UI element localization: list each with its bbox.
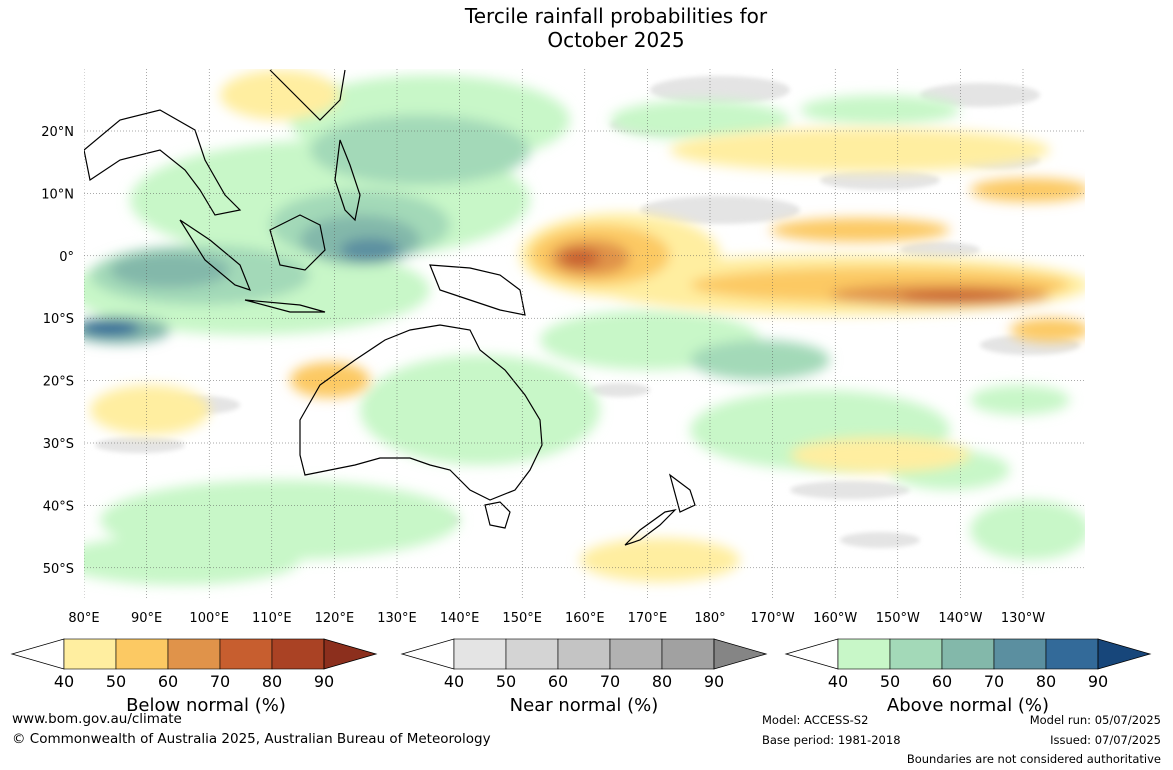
lon-label: 90°E xyxy=(131,611,162,626)
colorbar-segment xyxy=(63,638,117,670)
lon-label: 80°E xyxy=(68,611,99,626)
colorbar-segment xyxy=(609,638,663,670)
colorbar-tick-label: 60 xyxy=(548,672,568,691)
footer-disclaimer: Boundaries are not considered authoritat… xyxy=(906,752,1161,766)
title-line-1: Tercile rainfall probabilities for xyxy=(464,4,768,28)
lon-label: 140°E xyxy=(440,611,480,626)
above-normal-patches xyxy=(84,75,1085,585)
colorbar-tick-label: 70 xyxy=(984,672,1004,691)
colorbar-tick-label: 40 xyxy=(828,672,848,691)
footer-url: www.bom.gov.au/climate xyxy=(12,711,182,727)
colorbar-1: 40 50 60 70 80 90 xyxy=(400,638,768,691)
footer-model-run: Model run: 05/07/2025 xyxy=(1029,713,1161,727)
lon-label: 130°E xyxy=(377,611,417,626)
lon-label: 150°E xyxy=(502,611,542,626)
colorbar-segment xyxy=(941,638,995,670)
colorbar-tick-label: 80 xyxy=(262,672,282,691)
lat-label: 30°S xyxy=(43,437,74,452)
colorbars: 40 50 60 70 80 90 40 50 60 70 80 90 40 50 60 70 80 90 xyxy=(10,638,1152,691)
latitude-labels: 20°N 10°N 0° 10°S 20°S 30°S 40°S 50°S xyxy=(41,125,74,577)
colorbar-segment xyxy=(557,638,611,670)
colorbar-segment xyxy=(115,638,169,670)
colorbar-0: 40 50 60 70 80 90 xyxy=(10,638,378,691)
lon-label: 100°E xyxy=(189,611,229,626)
lon-label: 160°W xyxy=(813,611,857,626)
colorbar-segment xyxy=(505,638,559,670)
colorbar-tick-label: 90 xyxy=(704,672,724,691)
lon-label: 110°E xyxy=(252,611,292,626)
lon-label: 170°W xyxy=(751,611,795,626)
lon-label: 180° xyxy=(694,611,725,626)
colorbar-label-above: Above normal (%) xyxy=(886,695,1050,716)
colorbar-min-triangle xyxy=(784,638,839,670)
colorbar-tick-label: 80 xyxy=(1036,672,1056,691)
colorbar-label-below: Below normal (%) xyxy=(126,695,286,716)
colorbar-tick-label: 70 xyxy=(600,672,620,691)
lat-label: 20°S xyxy=(43,375,74,390)
longitude-labels: 80°E 90°E 100°E 110°E 120°E 130°E 140°E 150°E 16… xyxy=(68,611,1045,626)
colorbar-max-triangle xyxy=(713,638,768,670)
footer-model: Model: ACCESS-S2 xyxy=(762,713,869,727)
australia-outline xyxy=(299,324,543,501)
java-outline xyxy=(244,299,326,313)
lat-label: 10°N xyxy=(41,187,74,202)
colorbar-segment xyxy=(167,638,221,670)
colorbar-segment xyxy=(453,638,507,670)
gridlines xyxy=(84,69,1085,600)
colorbar-tick-label: 90 xyxy=(1088,672,1108,691)
footer-issued: Issued: 07/07/2025 xyxy=(1050,733,1161,747)
lon-label: 120°E xyxy=(315,611,355,626)
lon-label: 160°E xyxy=(565,611,605,626)
footer-copyright: © Commonwealth of Australia 2025, Austra… xyxy=(12,731,491,747)
below-normal-patches xyxy=(90,70,1085,582)
colorbar-tick-label: 50 xyxy=(880,672,900,691)
colorbar-tick-label: 80 xyxy=(652,672,672,691)
lon-label: 130°W xyxy=(1001,611,1045,626)
colorbar-segment xyxy=(837,638,891,670)
lat-label: 20°N xyxy=(41,125,74,140)
coastlines xyxy=(84,69,696,546)
lon-label: 150°W xyxy=(876,611,920,626)
colorbar-segment xyxy=(889,638,943,670)
colorbar-tick-label: 60 xyxy=(158,672,178,691)
lat-label: 10°S xyxy=(43,312,74,327)
colorbar-tick-label: 40 xyxy=(54,672,74,691)
colorbar-tick-label: 40 xyxy=(444,672,464,691)
borneo-outline xyxy=(269,214,326,271)
map-title: Tercile rainfall probabilities for Octob… xyxy=(0,4,1173,52)
china-coast-outline xyxy=(269,69,346,121)
colorbar-segment xyxy=(1045,638,1099,670)
colorbar-max-triangle xyxy=(1097,638,1152,670)
sumatra-outline xyxy=(179,219,252,291)
colorbar-min-triangle xyxy=(400,638,455,670)
nz-north-outline xyxy=(668,473,696,513)
colorbar-segment xyxy=(219,638,273,670)
tasmania-outline xyxy=(484,501,511,529)
colorbar-label-near: Near normal (%) xyxy=(509,695,659,716)
new-guinea-outline xyxy=(429,264,526,316)
colorbar-tick-label: 60 xyxy=(932,672,952,691)
colorbar-max-triangle xyxy=(323,638,378,670)
lon-label: 170°E xyxy=(628,611,668,626)
lon-label: 140°W xyxy=(938,611,982,626)
colorbar-segment xyxy=(271,638,325,670)
lat-label: 0° xyxy=(59,250,74,265)
lat-label: 40°S xyxy=(43,499,74,514)
colorbar-segment xyxy=(661,638,715,670)
colorbar-segment xyxy=(993,638,1047,670)
map-area xyxy=(84,69,1085,600)
map-figure: 20°N 10°N 0° 10°S 20°S 30°S 40°S 50°S 80°E 90°E 1… xyxy=(10,69,1152,691)
colorbar-tick-label: 70 xyxy=(210,672,230,691)
colorbar-tick-label: 50 xyxy=(496,672,516,691)
colorbar-2: 40 50 60 70 80 90 xyxy=(784,638,1152,691)
nz-south-outline xyxy=(624,509,677,546)
footer-base-period: Base period: 1981-2018 xyxy=(762,733,901,747)
lat-label: 50°S xyxy=(43,562,74,577)
asia-outline xyxy=(84,109,242,216)
philippines-outline xyxy=(334,139,361,222)
colorbar-min-triangle xyxy=(10,638,65,670)
title-line-2: October 2025 xyxy=(547,28,685,52)
colorbar-tick-label: 50 xyxy=(106,672,126,691)
colorbar-tick-label: 90 xyxy=(314,672,334,691)
